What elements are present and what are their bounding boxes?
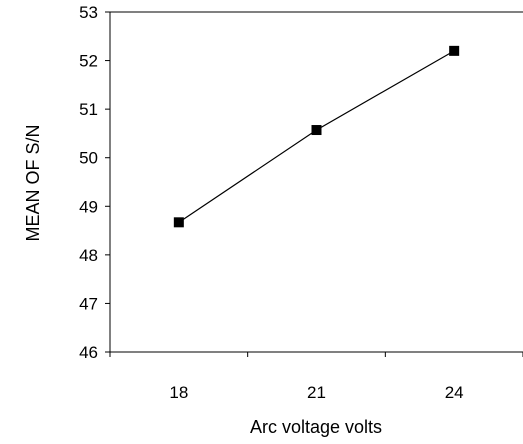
plot-frame bbox=[109, 11, 523, 353]
y-axis-title: MEAN OF S/N bbox=[23, 124, 43, 241]
y-tick-label: 48 bbox=[79, 246, 98, 265]
y-tick-label: 47 bbox=[79, 294, 98, 313]
y-tick-label: 46 bbox=[79, 343, 98, 362]
x-axis-ticks: 18 21 24 bbox=[109, 352, 523, 402]
y-tick-label: 52 bbox=[79, 52, 98, 71]
series-group bbox=[173, 45, 460, 228]
data-point-marker bbox=[311, 125, 322, 136]
y-tick-label: 53 bbox=[79, 3, 98, 22]
y-tick-label: 50 bbox=[79, 149, 98, 168]
x-tick-label: 21 bbox=[307, 383, 326, 402]
y-axis-ticks: 46 47 48 49 50 51 52 53 bbox=[79, 3, 110, 362]
x-axis-title: Arc voltage volts bbox=[250, 417, 382, 437]
y-tick-label: 51 bbox=[79, 100, 98, 119]
data-point-marker bbox=[173, 217, 184, 228]
y-tick-label: 49 bbox=[79, 197, 98, 216]
data-point-marker bbox=[449, 45, 460, 56]
x-tick-label: 18 bbox=[169, 383, 188, 402]
x-tick-label: 24 bbox=[445, 383, 464, 402]
series-line bbox=[178, 50, 455, 223]
